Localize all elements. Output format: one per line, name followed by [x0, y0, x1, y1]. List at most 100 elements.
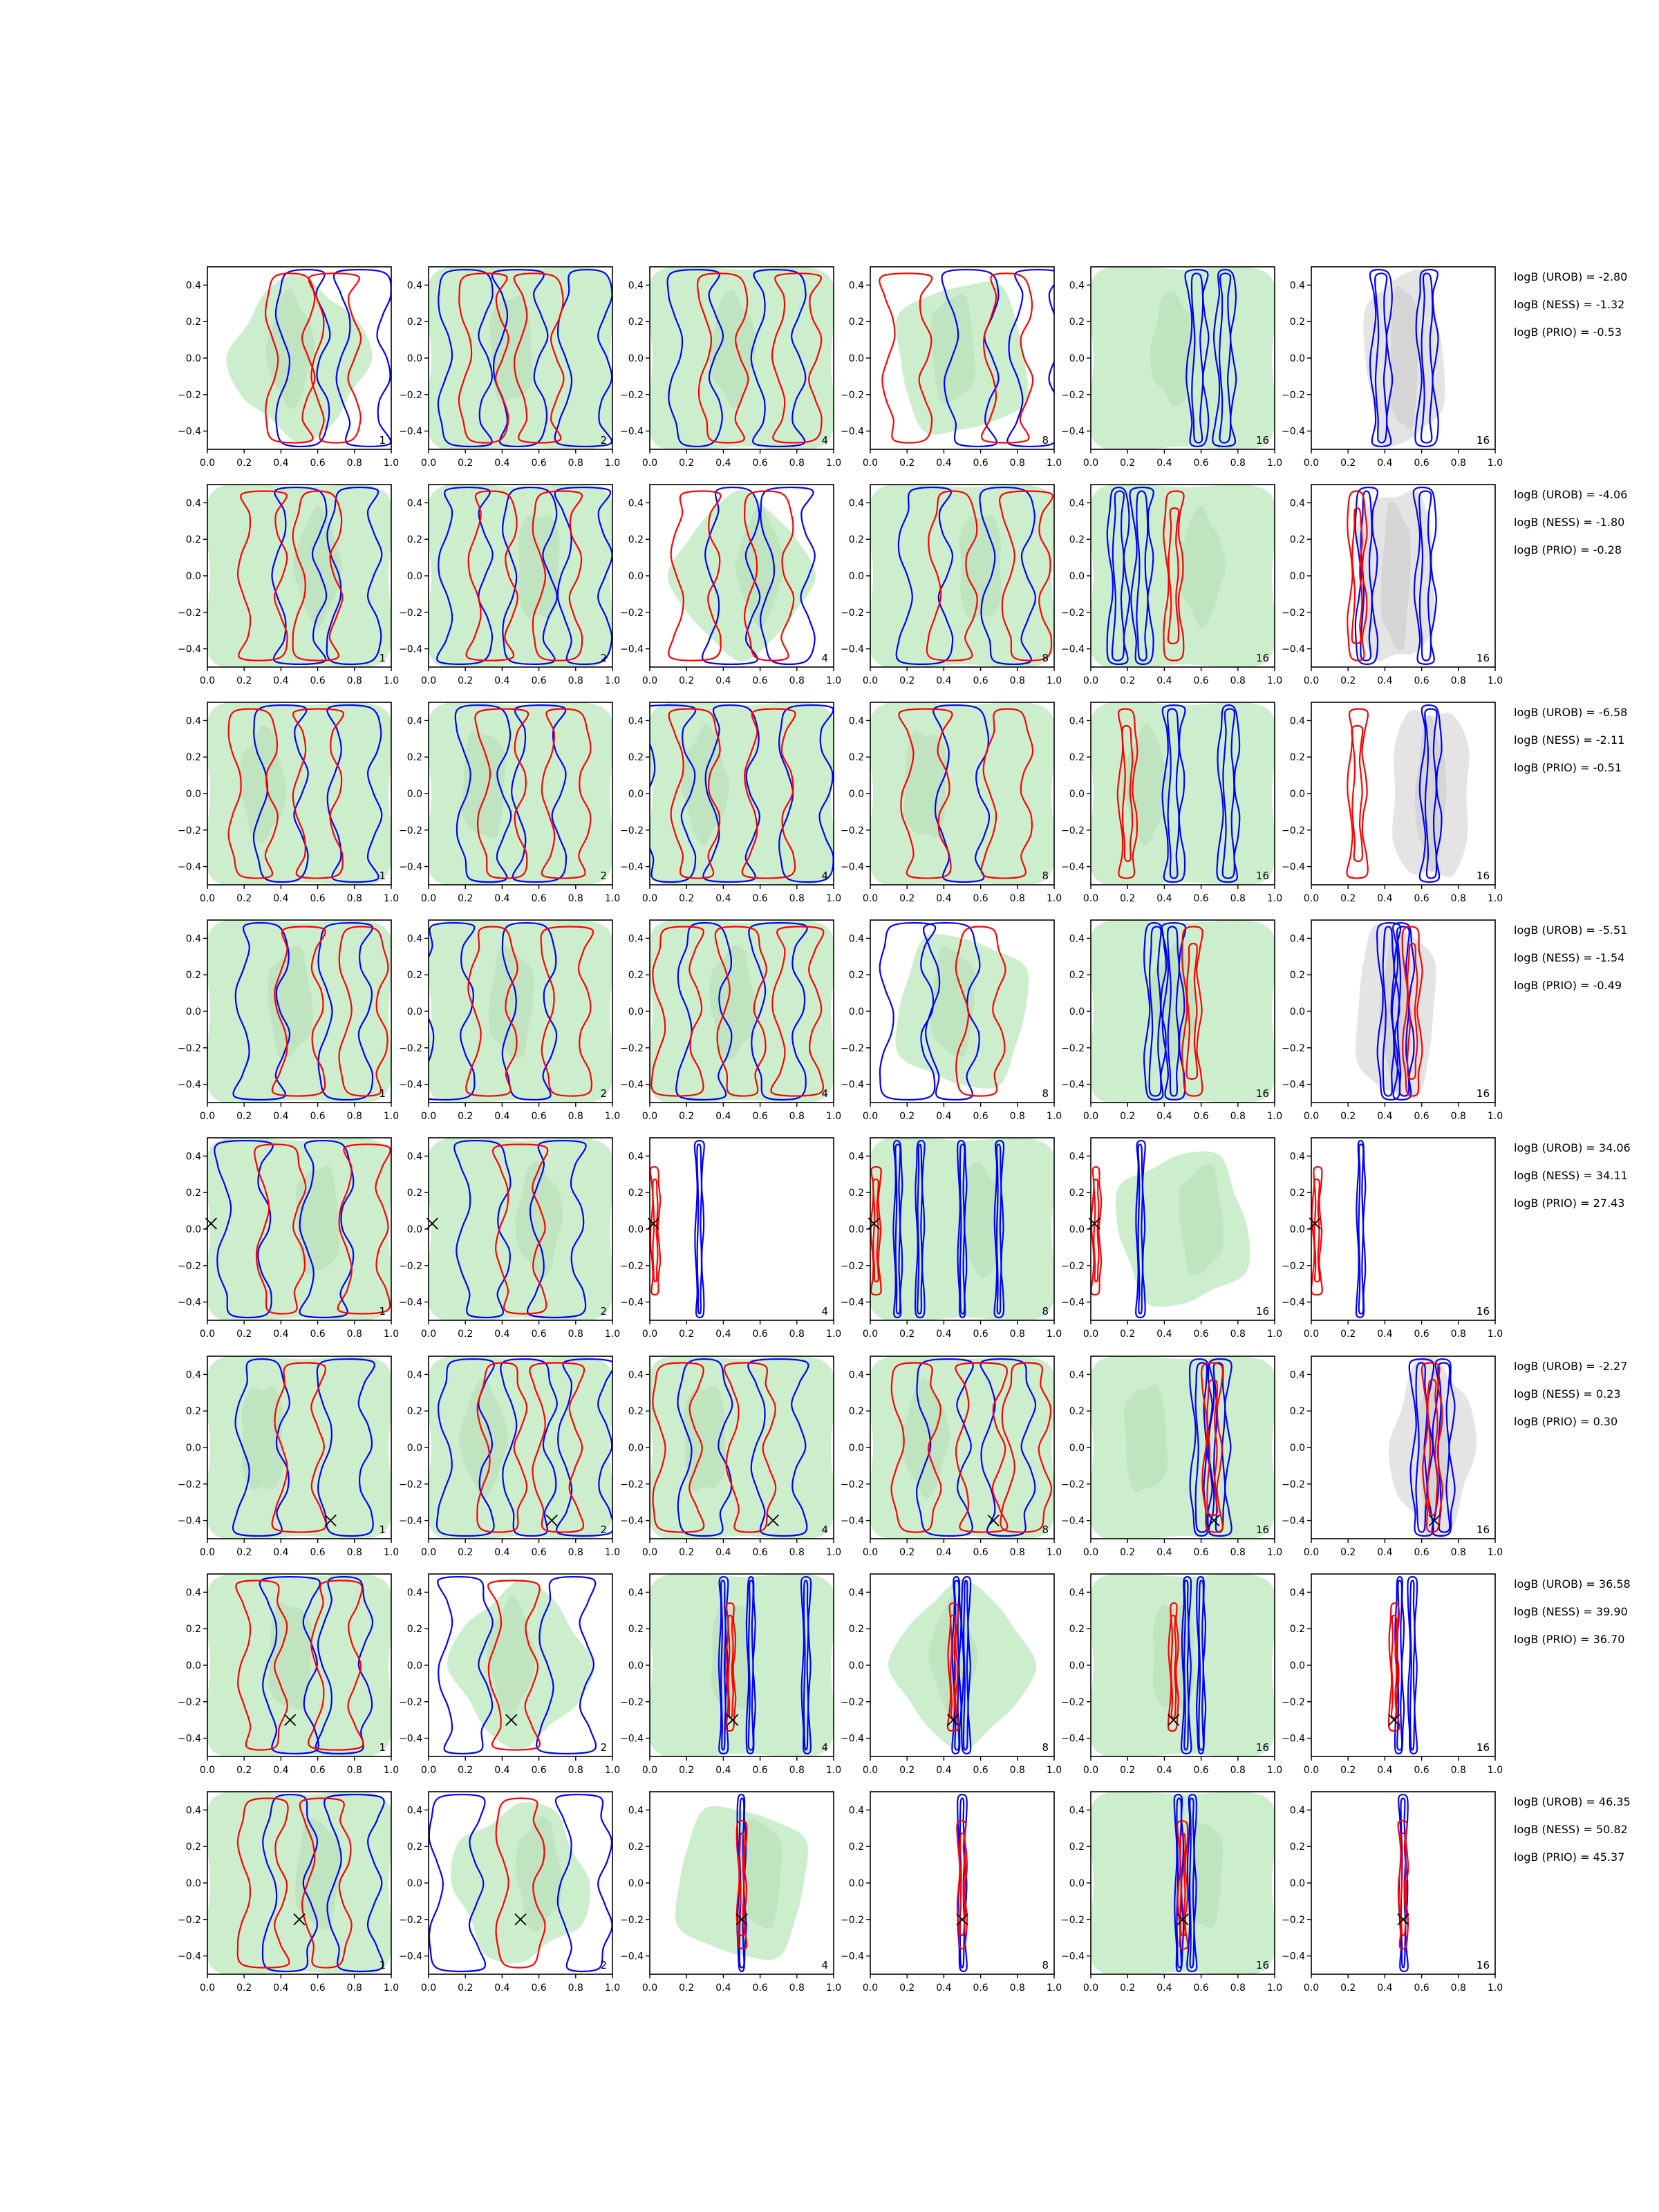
red-contour	[999, 490, 1053, 662]
x-tick-label: 0.8	[1010, 1111, 1025, 1122]
blue-contour	[511, 704, 568, 883]
logb-ness: logB (NESS) = 34.11	[1514, 1169, 1628, 1182]
y-tick-label: 0.0	[186, 353, 201, 364]
x-tick-label: 0.6	[1193, 1547, 1208, 1558]
panel-r6-c4: 0.4 0.2 0.0 −0.2 −0.4 0.0 0.2 0.4 0.6 0.8 1.0 8	[841, 1356, 1062, 1558]
density-core	[1121, 723, 1171, 845]
red-contour	[879, 272, 933, 444]
panel-r8-c2: 0.4 0.2 0.0 −0.2 −0.4 0.0 0.2 0.4 0.6 0.8 1.0 2	[399, 1791, 620, 1994]
x-tick-label: 1.0	[1488, 1329, 1503, 1340]
y-tick-label: −0.2	[399, 825, 422, 836]
panel-label: 8	[1042, 652, 1049, 664]
blue-contour	[1198, 1580, 1205, 1751]
y-tick-label: −0.4	[1282, 1951, 1305, 1962]
y-tick-label: 0.2	[1290, 1624, 1305, 1635]
gray-core	[1389, 285, 1419, 431]
y-tick-label: 0.2	[186, 1624, 201, 1635]
blue-contour	[315, 1575, 374, 1755]
red-contour	[724, 1602, 737, 1732]
panel-label: 2	[600, 652, 607, 664]
panel-r7-c3: 0.4 0.2 0.0 −0.2 −0.4 0.0 0.2 0.4 0.6 0.8 1.0 4	[620, 1573, 841, 1776]
y-tick-label: 0.0	[1290, 1878, 1305, 1889]
x-tick-label: 0.2	[1120, 1329, 1135, 1340]
x-tick-label: 1.0	[1267, 1329, 1282, 1340]
x-tick-label: 0.4	[715, 1983, 731, 1994]
panel-label: 1	[379, 1087, 386, 1100]
red-contour	[458, 272, 509, 444]
x-tick-label: 0.2	[899, 893, 915, 904]
x-tick-label: 0.8	[789, 1111, 805, 1122]
panel-label: 4	[821, 1959, 828, 1971]
panel-label: 16	[1256, 1524, 1269, 1536]
red-contour	[1179, 1832, 1186, 1937]
x-tick-label: 0.4	[715, 1765, 731, 1776]
x-tick-label: 1.0	[1488, 458, 1503, 469]
x-tick-label: 0.2	[899, 458, 915, 469]
x-tick-label: 0.8	[1451, 1547, 1466, 1558]
red-contour	[236, 490, 288, 662]
x-tick-label: 0.8	[1451, 893, 1466, 904]
y-tick-label: 0.4	[407, 280, 422, 291]
x-tick-label: 0.8	[347, 1111, 362, 1122]
y-tick-label: 0.4	[1290, 1151, 1305, 1162]
panel-label: 16	[1477, 652, 1490, 664]
y-tick-label: −0.4	[399, 644, 422, 655]
x-tick-label: 1.0	[605, 1983, 620, 1994]
blue-contour	[1415, 1362, 1428, 1533]
blue-contour	[316, 1358, 375, 1537]
x-tick-label: 0.4	[715, 1547, 731, 1558]
x-tick-label: 1.0	[1267, 458, 1282, 469]
x-tick-label: 0.8	[347, 458, 362, 469]
x-tick-label: 0.6	[973, 1111, 988, 1122]
red-contour	[1201, 1362, 1224, 1533]
red-contour	[1167, 1602, 1179, 1732]
blue-contour	[720, 1580, 727, 1751]
y-tick-label: −0.4	[1061, 1734, 1085, 1745]
x-tick-label: 0.2	[458, 1547, 473, 1558]
y-tick-label: −0.4	[841, 1734, 864, 1745]
panel-r3-c2: 0.4 0.2 0.0 −0.2 −0.4 0.0 0.2 0.4 0.6 0.8 1.0 2	[399, 702, 620, 904]
panel-r1-c2: 0.4 0.2 0.0 −0.2 −0.4 0.0 0.2 0.4 0.6 0.8 1.0 2	[399, 266, 620, 469]
x-tick-label: 0.6	[1414, 1983, 1429, 1994]
x-tick-label: 1.0	[1047, 893, 1062, 904]
x-tick-label: 1.0	[826, 675, 841, 686]
x-tick-label: 0.4	[715, 893, 731, 904]
x-tick-label: 0.8	[789, 1329, 805, 1340]
logb-prio: logB (PRIO) = -0.53	[1514, 326, 1622, 339]
y-tick-label: 0.4	[1290, 280, 1305, 291]
red-contour	[1185, 942, 1199, 1080]
panel-r3-c1: 0.4 0.2 0.0 −0.2 −0.4 0.0 0.2 0.4 0.6 0.8 1.0 1	[178, 702, 399, 904]
x-tick-label: 1.0	[384, 675, 399, 686]
density-core	[268, 946, 313, 1058]
red-contour	[668, 490, 722, 662]
density-core	[1150, 290, 1197, 407]
axes-frame	[870, 1791, 1055, 1975]
x-tick-label: 0.4	[494, 1765, 509, 1776]
y-tick-label: 0.0	[1290, 1224, 1305, 1235]
red-contour	[723, 1362, 777, 1533]
y-tick-label: 0.4	[186, 1805, 201, 1816]
y-tick-label: 0.2	[186, 1841, 201, 1853]
panel-label: 16	[1477, 1087, 1490, 1100]
x-tick-label: 0.4	[494, 1111, 509, 1122]
density-core	[957, 1162, 1004, 1278]
x-tick-label: 0.0	[421, 458, 436, 469]
x-tick-label: 1.0	[1267, 675, 1282, 686]
x-tick-label: 0.4	[936, 1111, 951, 1122]
y-tick-label: 0.0	[849, 1224, 864, 1235]
y-tick-label: 0.2	[628, 1406, 644, 1417]
panel-label: 8	[1042, 1087, 1049, 1100]
blue-contour	[1412, 486, 1437, 666]
x-tick-label: 0.0	[1304, 1983, 1319, 1994]
y-tick-label: 0.0	[407, 1878, 422, 1889]
red-contour	[652, 1178, 659, 1283]
true-value-marker	[1177, 1913, 1189, 1926]
red-contour	[1346, 708, 1369, 879]
x-tick-label: 0.8	[1451, 675, 1466, 686]
x-tick-label: 1.0	[605, 893, 620, 904]
y-tick-label: −0.4	[178, 1516, 201, 1527]
x-tick-label: 0.8	[789, 1547, 805, 1558]
x-tick-label: 0.8	[1010, 1329, 1025, 1340]
density-core	[930, 294, 975, 404]
red-contour	[872, 1178, 879, 1283]
